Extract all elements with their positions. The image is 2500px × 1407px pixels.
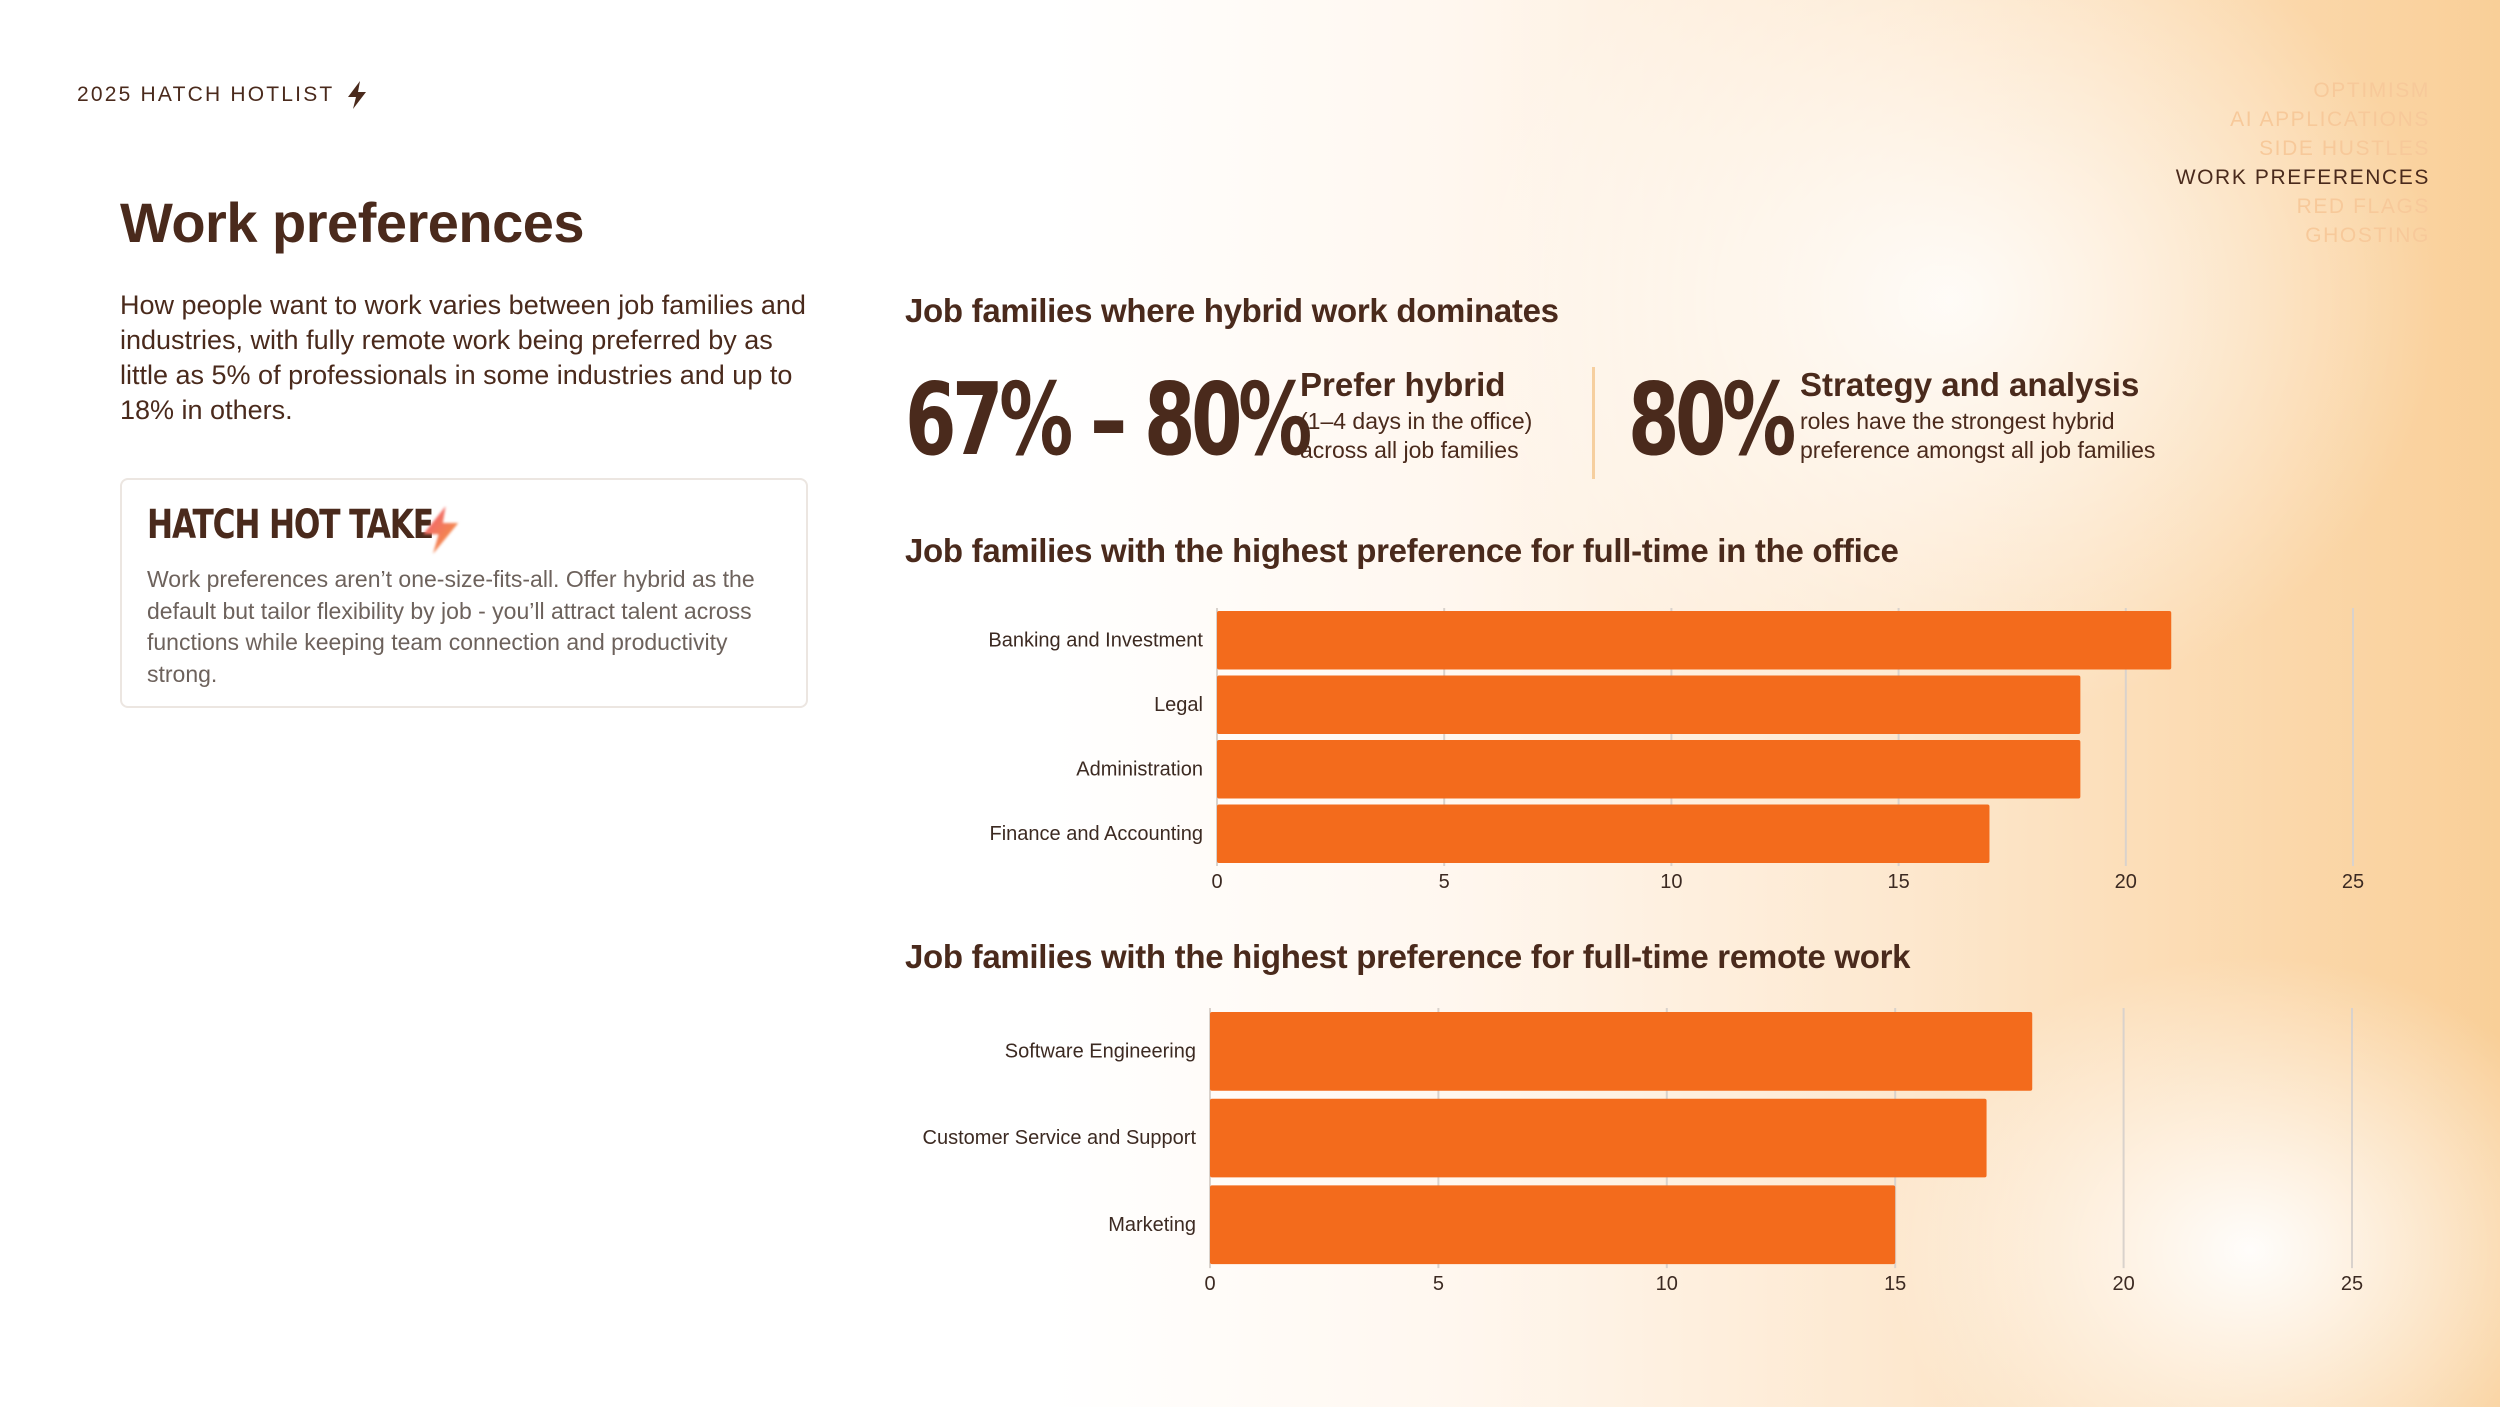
remote-preference-chart: Software Engineering Customer Service and… [923, 1008, 2363, 1295]
page-title: Work preferences [120, 191, 585, 254]
hot-take-title-text: HATCH HOT TAKE [147, 502, 434, 548]
strategy-sub-1: roles have the strongest hybrid [1800, 408, 2115, 434]
x-tick-label: 10 [1660, 871, 1682, 893]
bar [1217, 675, 2081, 734]
x-tick-label: 0 [1211, 871, 1222, 893]
category-label: Administration [1076, 758, 1203, 780]
x-tick-label: 10 [1656, 1273, 1678, 1295]
section-nav: OPTIMISM AI APPLICATIONS SIDE HUSTLES WO… [2176, 76, 2430, 250]
category-label: Banking and Investment [988, 629, 1203, 651]
bar [1217, 740, 2081, 799]
prefer-hybrid-sub-1: (1–4 days in the office) [1300, 408, 1533, 434]
category-label: Marketing [1108, 1214, 1196, 1236]
nav-item-ai-applications[interactable]: AI APPLICATIONS [2230, 108, 2430, 131]
bar [1210, 1012, 2033, 1091]
nav-item-optimism[interactable]: OPTIMISM [2313, 79, 2430, 102]
strategy-heading: Strategy and analysis [1800, 366, 2140, 403]
hybrid-range-stat: 67% – 80% [905, 361, 1312, 478]
prefer-hybrid-sub-2: across all job families [1300, 437, 1519, 463]
hot-take-text: Work preferences aren’t one-size-fits-al… [147, 566, 755, 687]
lightning-bolt-icon [423, 506, 459, 554]
brand-title: 2025 HATCH HOTLIST [77, 83, 335, 106]
nav-item-red-flags[interactable]: RED FLAGS [2296, 195, 2430, 218]
nav-item-ghosting[interactable]: GHOSTING [2305, 224, 2430, 247]
x-tick-label: 5 [1439, 871, 1450, 893]
category-label: Finance and Accounting [990, 823, 1204, 845]
x-tick-label: 0 [1204, 1273, 1215, 1295]
x-tick-label: 15 [1887, 871, 1909, 893]
bar [1210, 1098, 1987, 1178]
office-chart-title: Job families with the highest preference… [905, 532, 1899, 569]
prefer-hybrid-heading: Prefer hybrid [1300, 366, 1506, 403]
category-label: Legal [1154, 694, 1203, 716]
category-label: Software Engineering [1005, 1040, 1196, 1062]
x-tick-label: 20 [2115, 871, 2137, 893]
lightning-bolt-icon [348, 81, 367, 109]
intro-paragraph: How people want to work varies between j… [120, 290, 806, 425]
hot-take-card: HATCH HOT TAKE Work preferences aren’t o… [120, 478, 808, 708]
x-tick-label: 5 [1433, 1273, 1444, 1295]
x-tick-label: 25 [2341, 1273, 2363, 1295]
office-preference-chart: Banking and Investment Legal Administratio… [988, 608, 2364, 893]
nav-item-side-hustles[interactable]: SIDE HUSTLES [2259, 137, 2430, 160]
brand-header: 2025 HATCH HOTLIST [77, 80, 370, 110]
category-label: Customer Service and Support [923, 1127, 1197, 1149]
bar [1217, 611, 2172, 670]
bar [1210, 1185, 1896, 1265]
bar [1217, 804, 1990, 863]
stat-divider [1592, 367, 1595, 479]
strategy-sub-2: preference amongst all job families [1800, 437, 2156, 463]
nav-item-work-preferences[interactable]: WORK PREFERENCES [2175, 166, 2430, 189]
hybrid-section-title: Job families where hybrid work dominates [905, 292, 1559, 329]
x-tick-label: 15 [1884, 1273, 1906, 1295]
strategy-stat: 80% [1628, 361, 1796, 478]
hot-take-title: HATCH HOT TAKE [147, 502, 434, 548]
x-tick-label: 20 [2112, 1273, 2134, 1295]
x-tick-label: 25 [2342, 871, 2364, 893]
remote-chart-title: Job families with the highest preference… [905, 938, 1911, 975]
